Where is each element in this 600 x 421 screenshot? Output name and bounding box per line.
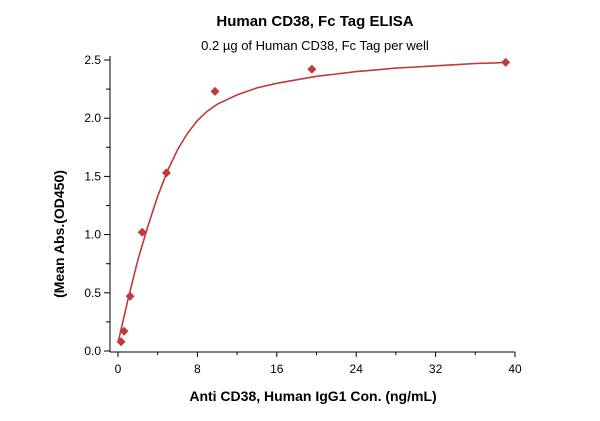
x-axis-label: Anti CD38, Human IgG1 Con. (ng/mL) (189, 388, 436, 404)
data-point (307, 64, 317, 74)
data-points (116, 57, 511, 347)
chart-subtitle: 0.2 µg of Human CD38, Fc Tag per well (201, 38, 429, 53)
data-point (161, 168, 171, 178)
y-tick-label: 0.0 (84, 344, 101, 358)
x-tick-label: 32 (429, 362, 443, 376)
x-axis-ticks: 0 8 16 24 32 40 (115, 352, 522, 376)
data-point (116, 337, 126, 347)
y-axis-ticks: 0.0 0.5 1.0 1.5 2.0 2.5 (84, 53, 110, 358)
data-point (210, 86, 220, 96)
data-point (501, 57, 511, 67)
y-tick-label: 1.0 (84, 228, 101, 242)
y-tick-label: 1.5 (84, 169, 101, 183)
y-tick-label: 2.0 (84, 111, 101, 125)
fit-curve (117, 61, 506, 344)
y-tick-label: 0.5 (84, 286, 101, 300)
x-tick-label: 24 (350, 362, 364, 376)
x-tick-label: 0 (115, 362, 122, 376)
plot-area: 0 8 16 24 32 40 0.0 0.5 1.0 1.5 2.0 2.5 (84, 53, 522, 376)
x-tick-label: 40 (508, 362, 522, 376)
x-tick-label: 16 (270, 362, 284, 376)
chart-title: Human CD38, Fc Tag ELISA (216, 13, 413, 30)
data-point (125, 291, 135, 301)
data-point (137, 227, 147, 237)
x-tick-label: 8 (194, 362, 201, 376)
data-point (119, 326, 129, 336)
y-axis-label: (Mean Abs.(OD450) (51, 170, 67, 298)
y-tick-label: 2.5 (84, 53, 101, 67)
